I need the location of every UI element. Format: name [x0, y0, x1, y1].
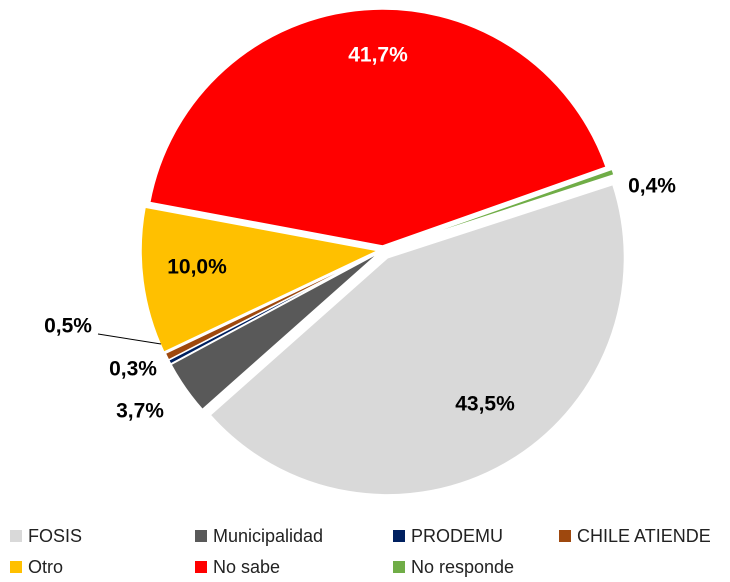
legend-label: CHILE ATIENDE	[577, 526, 711, 546]
data-label: 0,3%	[109, 358, 157, 381]
legend-swatch	[393, 561, 405, 573]
legend-swatch	[10, 530, 22, 542]
data-label: 3,7%	[116, 400, 164, 423]
legend-label: No sabe	[213, 557, 280, 577]
legend-label: No responde	[411, 557, 514, 577]
legend-swatch	[195, 561, 207, 573]
legend-swatch	[10, 561, 22, 573]
pie-slice	[140, 206, 381, 354]
pie-slice	[148, 8, 608, 247]
leader-line	[97, 333, 162, 345]
legend-label: PRODEMU	[411, 526, 503, 546]
data-label: 10,0%	[167, 256, 227, 279]
pie-slice	[209, 183, 626, 496]
legend-swatch	[559, 530, 571, 542]
data-label: 0,4%	[628, 175, 676, 198]
legend-label: Municipalidad	[213, 526, 323, 546]
legend-swatch	[195, 530, 207, 542]
pie-slice	[164, 251, 380, 362]
data-label: 41,7%	[348, 44, 408, 67]
legend-label: FOSIS	[28, 526, 82, 546]
pie-slice	[388, 168, 616, 249]
data-label: 43,5%	[455, 393, 515, 416]
legend-swatch	[393, 530, 405, 542]
legend-label: Otro	[28, 557, 63, 577]
data-label: 0,5%	[44, 315, 92, 338]
